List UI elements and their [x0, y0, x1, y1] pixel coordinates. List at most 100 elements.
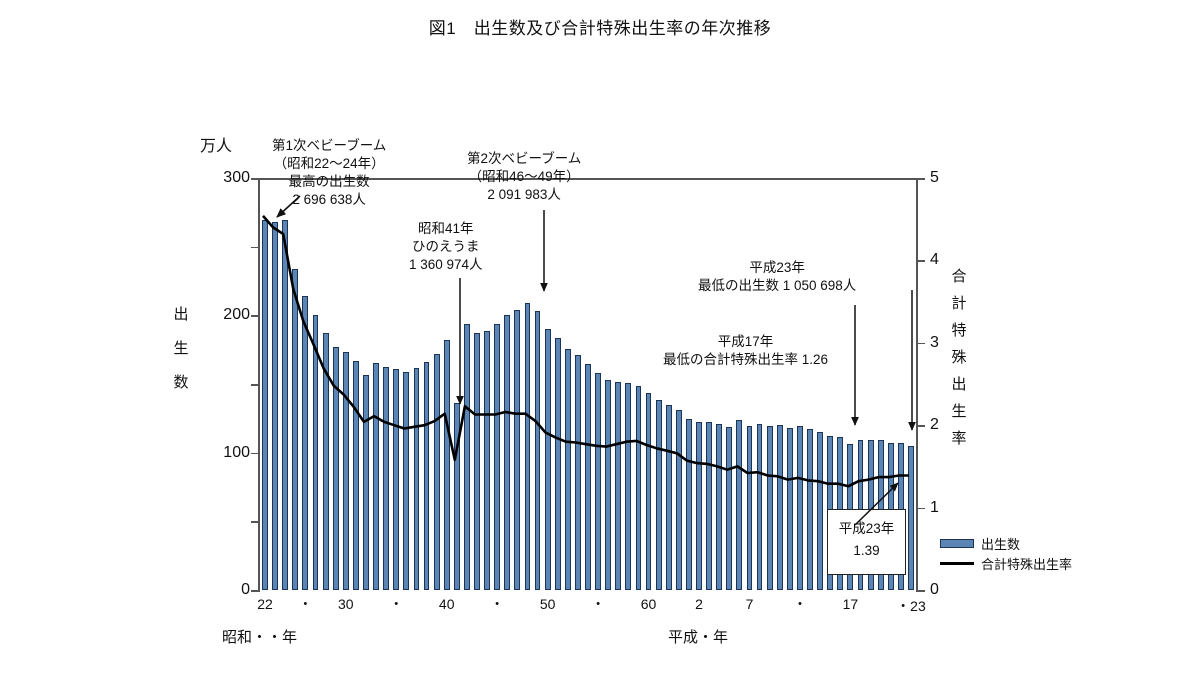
- bar: [393, 369, 400, 590]
- x-tick-label: 22: [257, 596, 273, 612]
- bar: [817, 431, 824, 590]
- x-tick-label: 50: [539, 596, 556, 612]
- bar: [463, 324, 470, 590]
- callout-heisei23-tfr: 平成23年 1.39: [827, 509, 906, 575]
- bar: [554, 338, 561, 590]
- left-tick: [251, 452, 259, 455]
- left-axis-title: 出 生 数: [170, 298, 192, 400]
- bar: [766, 426, 773, 590]
- left-axis: [258, 178, 260, 592]
- legend-item-tfr: 合計特殊出生率: [940, 553, 1072, 573]
- bar: [352, 361, 359, 590]
- left-tick: [251, 590, 259, 592]
- bar: [534, 311, 541, 590]
- bar: [484, 330, 490, 590]
- x-tick-label: ・: [490, 596, 505, 612]
- legend: 出生数 合計特殊出生率: [940, 533, 1072, 573]
- line-swatch-icon: [940, 561, 974, 565]
- bar: [655, 400, 662, 590]
- legend-label-tfr: 合計特殊出生率: [981, 556, 1073, 572]
- bar: [574, 355, 581, 590]
- bar: [726, 426, 733, 590]
- bar: [332, 346, 339, 590]
- right-tick: [916, 425, 925, 427]
- bar: [665, 405, 672, 590]
- bar: [403, 371, 410, 590]
- bar: [706, 422, 713, 590]
- left-tick-label: 200: [223, 306, 250, 324]
- bar: [615, 381, 622, 590]
- bar: [322, 333, 329, 590]
- annotation-baby-boom-2: 第2次ベビーブーム （昭和46～49年） 2 091 983人: [467, 151, 582, 202]
- bar: [312, 314, 319, 590]
- left-tick-label: 100: [223, 443, 250, 461]
- bar: [342, 352, 349, 590]
- x-axis: [258, 178, 918, 180]
- annotation-lowest-tfr: 平成17年 最低の合計特殊出生率 1.26: [663, 334, 829, 367]
- annotation-lowest-births: 平成23年 最低の出生数 1 050 698人: [698, 260, 857, 293]
- x-tick-label: 17: [842, 596, 859, 612]
- bar: [423, 362, 430, 590]
- x-tick-label: 7: [745, 596, 754, 612]
- bar: [595, 373, 601, 590]
- bar: [373, 363, 379, 590]
- bar: [776, 424, 783, 590]
- bar: [514, 309, 521, 590]
- right-tick-label: 5: [930, 169, 939, 186]
- right-tick: [916, 178, 925, 180]
- annotation-baby-boom-1: 第1次ベビーブーム （昭和22～24年） 最高の出生数 2 696 638人: [272, 138, 387, 207]
- bar: [292, 268, 299, 590]
- legend-item-births: 出生数: [940, 533, 1072, 553]
- left-tick-label: 300: [223, 169, 250, 186]
- bar: [736, 419, 743, 590]
- x-tick-label: ・: [298, 596, 313, 612]
- x-tick-label: ・: [389, 596, 404, 612]
- bar: [544, 328, 551, 590]
- era-label-heisei: 平成・年: [668, 629, 729, 646]
- right-tick-label: 2: [930, 416, 939, 434]
- annotation-hinoeuma: 昭和41年 ひのえうま 1 360 974人: [409, 221, 483, 272]
- right-tick-label: 1: [930, 498, 939, 516]
- tfr-polyline: [262, 215, 909, 488]
- bar: [494, 324, 501, 590]
- bar: [797, 426, 803, 590]
- left-axis-unit: 万人: [200, 138, 233, 155]
- left-tick: [251, 521, 259, 523]
- x-tick-label: ・: [792, 596, 807, 612]
- bar: [413, 367, 420, 590]
- right-tick: [916, 590, 925, 592]
- bar: [807, 429, 813, 590]
- page-title: 図1 出生数及び合計特殊出生率の年次推移: [428, 19, 772, 38]
- left-tick: [251, 178, 259, 180]
- left-axis-title-text: 出: [173, 306, 189, 323]
- bar: [433, 354, 440, 590]
- bar: [696, 422, 702, 590]
- bar: [645, 393, 652, 590]
- right-tick-label: 4: [930, 251, 939, 269]
- bar: [716, 423, 723, 590]
- left-tick-label: 0: [241, 581, 250, 598]
- right-axis-title: 合 計 特 殊 出 生 率: [951, 268, 967, 447]
- bar: [756, 424, 763, 590]
- x-tick-label: ・23: [896, 598, 926, 614]
- bar: [585, 364, 591, 590]
- right-tick-label: 0: [930, 581, 939, 598]
- tfr-line: [262, 215, 909, 488]
- bar: [363, 374, 369, 590]
- right-tick-label: 3: [930, 333, 939, 351]
- bar: [786, 428, 793, 590]
- bar: [383, 366, 390, 590]
- x-tick-label: 40: [438, 596, 455, 612]
- right-tick: [916, 507, 925, 510]
- bar: [605, 380, 612, 590]
- x-tick-label: ・: [591, 596, 606, 612]
- bar: [635, 385, 642, 590]
- left-tick: [251, 246, 259, 249]
- era-label-showa: 昭和・・年: [222, 629, 298, 646]
- left-tick: [251, 384, 259, 386]
- left-tick: [251, 315, 259, 317]
- bar: [685, 418, 692, 590]
- bar: [504, 315, 511, 590]
- bar: [746, 426, 753, 590]
